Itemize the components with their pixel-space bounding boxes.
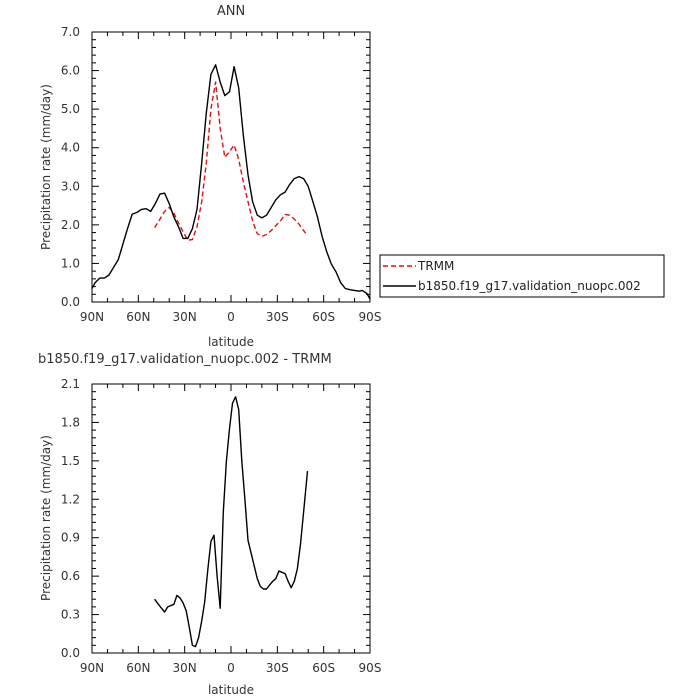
x-tick-label: 30N xyxy=(173,661,197,675)
x-tick-label: 30N xyxy=(173,310,197,324)
x-tick-label: 0 xyxy=(227,310,235,324)
y-tick-label: 1.0 xyxy=(61,256,80,270)
y-tick-label: 3.0 xyxy=(61,179,80,193)
y-axis-label: Precipitation rate (mm/day) xyxy=(39,84,53,250)
panel-annual: ANN latitude Precipitation rate (mm/day)… xyxy=(39,4,381,349)
x-tick-label: 90S xyxy=(359,661,382,675)
y-tick-label: 1.2 xyxy=(61,492,80,506)
y-tick-label: 0.0 xyxy=(61,646,80,660)
legend-box xyxy=(379,254,665,298)
y-axis-label: Precipitation rate (mm/day) xyxy=(39,435,53,601)
x-tick-label: 90N xyxy=(80,661,104,675)
series-line-difference xyxy=(154,396,309,648)
y-tick-label: 0.3 xyxy=(61,608,80,622)
y-tick-label: 2.0 xyxy=(61,218,80,232)
x-tick-label: 30S xyxy=(266,310,289,324)
series-layer xyxy=(154,396,309,648)
legend: TRMM b1850.f19_g17.validation_nuopc.002 xyxy=(379,254,665,298)
x-tick-label: 0 xyxy=(227,661,235,675)
y-tick-label: 4.0 xyxy=(61,141,80,155)
y-tick-label: 7.0 xyxy=(61,25,80,39)
series-layer xyxy=(91,64,371,300)
axis-ticks: 90N 60N 30N 0 30S 60S 90S 0.0 1.0 2.0 3.0 4.0 5.0 6.0… xyxy=(61,25,382,324)
legend-label-model: b1850.f19_g17.validation_nuopc.002 xyxy=(418,279,641,293)
x-axis-label: latitude xyxy=(208,335,254,349)
x-tick-label: 90N xyxy=(80,310,104,324)
axis-ticks: 90N 60N 30N 0 30S 60S 90S 0.0 0.3 0.6 0.9 1.2 1.5 1.8… xyxy=(61,377,382,675)
series-line-b1850-f19-g17-validation-nuopc-002 xyxy=(91,64,371,300)
y-tick-label: 5.0 xyxy=(61,102,80,116)
legend-label-trmm: TRMM xyxy=(417,259,454,273)
x-tick-label: 60N xyxy=(126,310,150,324)
x-tick-label: 90S xyxy=(359,310,382,324)
plot-frame xyxy=(91,383,371,654)
chart-title: ANN xyxy=(217,4,245,19)
y-tick-label: 2.1 xyxy=(61,377,80,391)
x-axis-label: latitude xyxy=(208,683,254,697)
x-tick-label: 60N xyxy=(126,661,150,675)
y-tick-label: 1.5 xyxy=(61,454,80,468)
y-tick-label: 0.6 xyxy=(61,569,80,583)
y-tick-label: 6.0 xyxy=(61,64,80,78)
y-tick-label: 0.0 xyxy=(61,295,80,309)
y-tick-label: 1.8 xyxy=(61,415,80,429)
plot-frame xyxy=(91,31,371,303)
series-line-trmm xyxy=(154,81,309,242)
x-tick-label: 60S xyxy=(312,661,335,675)
x-tick-label: 30S xyxy=(266,661,289,675)
x-tick-label: 60S xyxy=(312,310,335,324)
y-tick-label: 0.9 xyxy=(61,531,80,545)
chart-title: b1850.f19_g17.validation_nuopc.002 - TRM… xyxy=(38,352,332,367)
panel-difference: b1850.f19_g17.validation_nuopc.002 - TRM… xyxy=(38,352,381,697)
